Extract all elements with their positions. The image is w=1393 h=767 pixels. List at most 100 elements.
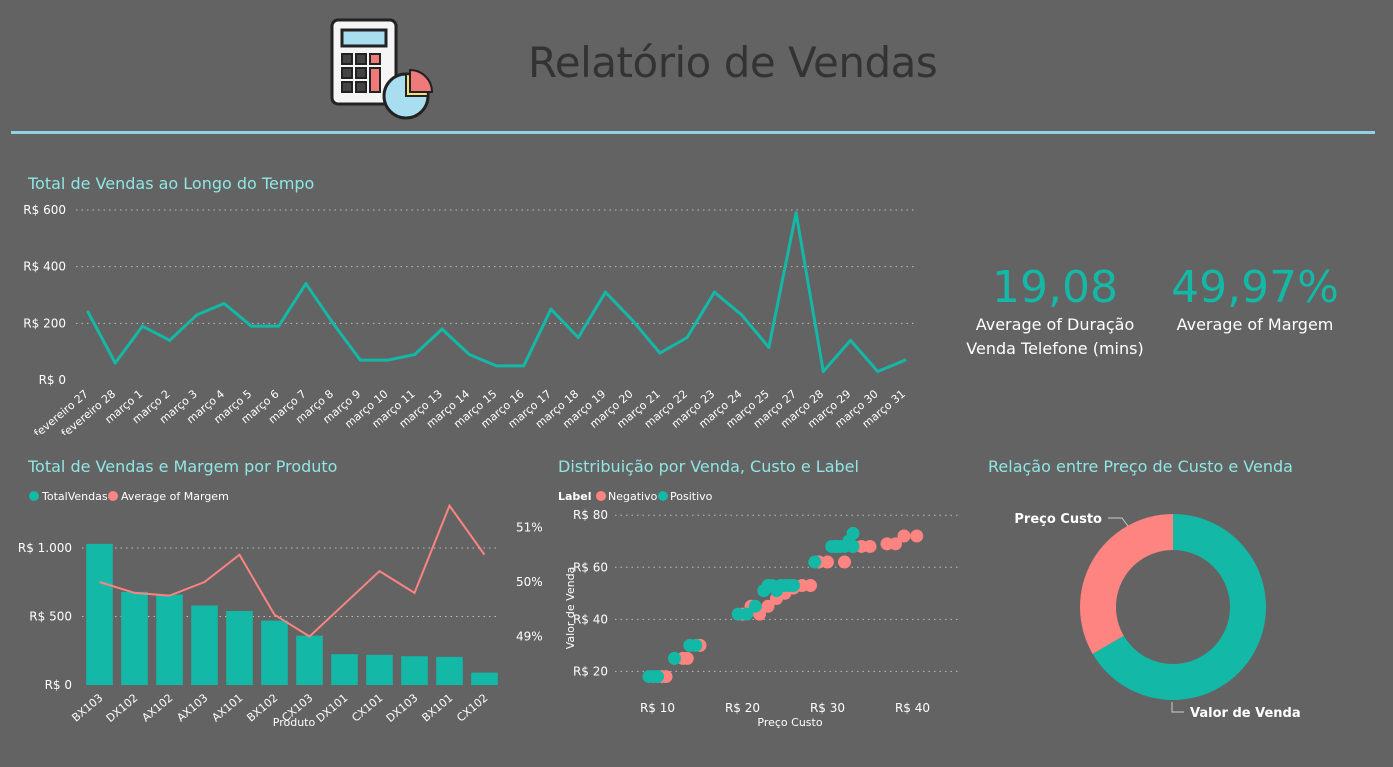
line-point [222,302,226,305]
scatter-point-positivo [651,670,664,684]
combo-xtick-label: DX103 [384,691,421,725]
scatter-ytick-label: R$ 80 [573,508,608,522]
scatter-point-positivo [689,638,703,652]
scatter-point-negativo [680,651,694,665]
scatter-point-negativo [910,529,924,543]
combo-bar [261,620,288,685]
combo-ytick-label: R$ 0 [45,678,72,692]
line-ytick-label: R$ 0 [39,373,66,387]
calculator-chart-icon [330,18,434,120]
combo-bar [366,654,393,685]
combo-xtick-label: CX102 [454,691,490,724]
scatter-xtick-label: R$ 40 [895,701,930,715]
line-point [495,364,498,368]
kpi-margem: 49,97% Average of Margem [1155,262,1355,337]
combo-bar [191,605,218,685]
combo-bar [471,672,498,685]
donut-slice [1080,514,1173,654]
combo-bar [156,594,183,685]
line-point [876,370,880,373]
scatter-chart: Label Negativo Positivo R$ 20 R$ 40 R$ 60 R$ 8… [558,490,960,729]
line-point [168,338,172,342]
combo-xtick-label: DX101 [314,691,351,725]
scatter-legend-label-positivo: Positivo [670,490,713,503]
line-point [603,290,607,294]
scatter-xtick-label: R$ 30 [810,701,845,715]
line-point [249,324,253,328]
kpi-duracao-label-1: Average of Duração [975,315,1135,334]
line-point [277,324,281,328]
combo-margem-line [99,503,486,638]
combo-bar [436,656,463,685]
combo-legend-label-vendas: TotalVendas [41,490,108,503]
combo-bar [121,591,148,685]
combo-legend-marker-margem [108,491,118,501]
donut-leader-custo [1108,517,1129,527]
scatter-xaxis-title: Preço Custo [757,716,822,729]
scatter-point-positivo [748,599,762,613]
line-point [903,358,907,362]
combo-bar [401,656,428,685]
combo-xtick-label: AX102 [139,691,175,724]
scatter-point-positivo [668,651,681,665]
combo-ytick-label: R$ 500 [29,610,72,624]
scatter-point-positivo [787,578,800,592]
line-ytick-label: R$ 200 [23,316,66,330]
scatter-point-negativo [761,599,775,613]
line-point [113,361,117,365]
donut-slice [1092,514,1266,700]
scatter-point-negativo [804,578,817,592]
combo-legend-marker-vendas [29,491,39,501]
line-point [386,358,390,362]
line-point [658,351,662,355]
scatter-point-negativo [821,555,834,569]
line-point [549,307,553,311]
line-point [576,336,580,339]
kpi-duracao-value: 19,08 [992,262,1118,313]
combo-xtick-label: BX101 [419,691,455,724]
kpi-duracao-label-2: Venda Telefone (mins) [966,339,1144,358]
combo-xtick-label: AX103 [174,691,210,724]
scatter-yaxis-title: Valor de Venda [564,567,577,650]
line-ytick-label: R$ 600 [23,203,66,217]
line-point [794,211,798,215]
scatter-legend-title: Label [558,490,592,503]
kpi-margem-value: 49,97% [1171,262,1339,313]
line-point [86,310,90,314]
scatter-chart-title: Distribuição por Venda, Custo e Label [558,457,859,476]
line-point [358,358,362,362]
line-chart-title: Total de Vendas ao Longo do Tempo [28,174,315,193]
page-title: Relatório de Vendas [528,38,938,87]
scatter-ytick-label: R$ 20 [573,664,608,678]
combo-xaxis-title: Produto [273,716,316,729]
line-point [304,282,308,286]
donut-label-custo: Preço Custo [1014,512,1102,527]
kpi-duracao: 19,08 Average of Duração Venda Telefone … [955,262,1155,361]
combo-bar [296,635,323,685]
line-point [821,370,825,373]
line-point [767,345,771,349]
combo-y2tick-label: 51% [516,521,543,535]
scatter-xtick-label: R$ 10 [640,701,675,715]
scatter-legend-marker-negativo [596,491,606,501]
line-point [331,321,335,325]
line-point [140,324,144,328]
line-point [195,313,199,317]
donut-label-venda: Valor de Venda [1190,706,1301,721]
donut-leader-venda [1171,702,1184,713]
combo-ytick-label: R$ 1.000 [18,541,72,555]
donut-chart: Valor de Venda Preço Custo [1014,512,1301,721]
line-point [849,338,853,342]
scatter-point-negativo [863,539,877,553]
scatter-xtick-label: R$ 20 [725,701,760,715]
donut-chart-title: Relação entre Preço de Custo e Venda [988,457,1293,476]
combo-chart-title: Total de Vendas e Margem por Produto [28,457,338,476]
scatter-ytick-label: R$ 60 [573,560,608,574]
line-series [86,211,906,373]
line-point [685,336,689,339]
combo-legend-label-margem: Average of Margem [121,490,229,503]
scatter-ytick-label: R$ 40 [573,612,608,626]
line-point [413,353,417,356]
scatter-point-negativo [897,529,911,543]
combo-chart: TotalVendas Average of Margem R$ 0 R$ 500 R$… [18,490,543,729]
